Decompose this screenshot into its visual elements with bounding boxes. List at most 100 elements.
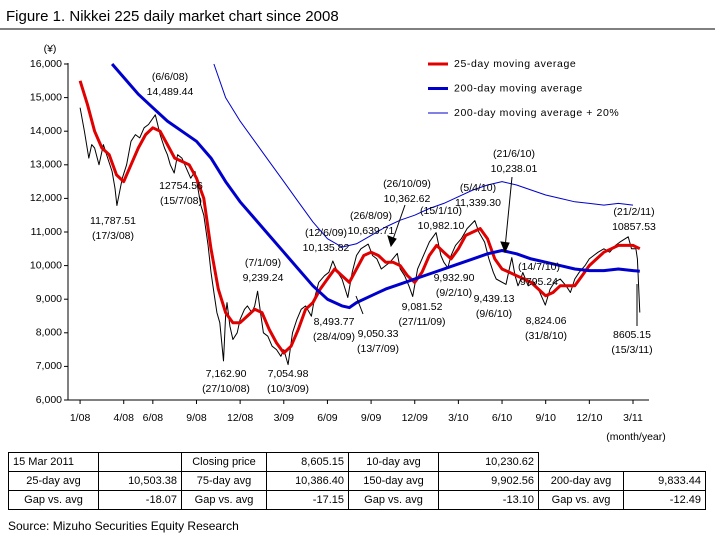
annotation: (28/4/09) (313, 331, 355, 343)
annotation: 9,439.13 (474, 293, 515, 305)
annotation: 10,238.01 (491, 163, 538, 175)
annotation: 9,239.24 (243, 272, 284, 284)
table-cell: 9,902.56 (438, 471, 539, 491)
table-cell: Closing price (181, 452, 267, 472)
pointer (391, 204, 406, 243)
annotation: 9,050.33 (358, 328, 399, 340)
table-cell: Gap vs. avg (348, 490, 439, 510)
x-tick-label: 12/08 (227, 412, 253, 424)
table-cell: 10,386.40 (266, 471, 349, 491)
table-cell: 10,230.62 (438, 452, 539, 472)
annotation: 8,824.06 (526, 315, 567, 327)
x-tick-label: 1/08 (70, 412, 91, 424)
annotation: (9/2/10) (436, 287, 472, 299)
x-tick-label: 4/08 (114, 412, 135, 424)
annotation: (31/8/10) (525, 330, 567, 342)
annotation: 9,081.52 (402, 301, 443, 313)
legend-label: 200-day moving average + 20% (454, 107, 619, 119)
y-tick-label: 7,000 (36, 360, 62, 372)
pointer (504, 176, 513, 249)
pointers (355, 176, 638, 326)
source-note: Source: Mizuho Securities Equity Researc… (8, 519, 239, 533)
annotation: (26/8/09) (350, 210, 392, 222)
chart: Figure 1. Nikkei 225 daily market chart … (0, 8, 715, 443)
arrow-head (500, 241, 510, 254)
y-tick-label: 9,000 (36, 293, 62, 305)
annotation: 11,787.51 (90, 215, 136, 227)
annotation: (27/11/09) (398, 316, 445, 328)
annotation: 14,489.44 (147, 86, 194, 98)
table-cell: 150-day avg (348, 471, 439, 491)
series-line (79, 107, 641, 366)
table-cell (98, 452, 182, 472)
table-cell: 15 Mar 2011 (8, 452, 99, 472)
pointer (355, 295, 364, 315)
series-line (78, 80, 641, 355)
annotation: (14/7/10) (518, 261, 560, 273)
annotation: 10857.53 (612, 221, 656, 233)
chart-title: Figure 1. Nikkei 225 daily market chart … (6, 8, 339, 25)
x-tick-label: 12/09 (402, 412, 428, 424)
annotation: (26/10/09) (383, 178, 431, 190)
annotation: 7,162.90 (206, 368, 247, 380)
annotation: 11,339.30 (455, 197, 501, 209)
table-cell: -12.49 (623, 490, 706, 510)
annotation: 12754.56 (159, 180, 203, 192)
y-tick-label: 8,000 (36, 327, 62, 339)
x-tick-label: 6/08 (143, 412, 164, 424)
annotation: (6/6/08) (152, 71, 188, 83)
annotation: (13/7/09) (357, 343, 399, 355)
annotation: (17/3/08) (92, 230, 134, 242)
annotation: (27/10/08) (202, 383, 250, 395)
table-cell: 200-day avg (538, 471, 624, 491)
annotation: 10,982.10 (418, 220, 465, 232)
annotation: (15/1/10) (420, 205, 462, 217)
x-tick-label: 3/09 (274, 412, 295, 424)
y-tick-label: 14,000 (30, 125, 62, 137)
table-cell: 25-day avg (8, 471, 99, 491)
table-cell: 8,605.15 (266, 452, 349, 472)
table-cell: 75-day avg (181, 471, 267, 491)
annotation: 10,639.71 (348, 225, 395, 237)
legend-label: 25-day moving average (454, 58, 576, 70)
table-row: 25-day avg 10,503.38 75-day avg 10,386.40 15… (8, 471, 706, 491)
x-tick-label: 6/10 (492, 412, 513, 424)
series-line (110, 63, 640, 310)
x-tick-label: 9/09 (361, 412, 382, 424)
annotation: 7,054.98 (268, 368, 309, 380)
annotation: 8,493.77 (314, 316, 355, 328)
x-tick-label: 9/08 (186, 412, 207, 424)
annotation: (5/4/10) (460, 182, 496, 194)
table-cell: -18.07 (98, 490, 182, 510)
table-cell: -13.10 (438, 490, 539, 510)
x-tick-label: 6/09 (317, 412, 338, 424)
y-tick-label: 16,000 (30, 58, 62, 70)
table-cell: Gap vs. avg (181, 490, 267, 510)
x-axis-label: (month/year) (606, 431, 666, 443)
annotation: (15/3/11) (611, 344, 652, 356)
x-tick-label: 3/10 (448, 412, 469, 424)
table-cell: 10-day avg (348, 452, 439, 472)
annotation: 8605.15 (613, 329, 651, 341)
annotation: (12/6/09) (305, 227, 347, 239)
table-blank (539, 453, 706, 472)
annotation: (10/3/09) (267, 383, 309, 395)
annotation: (21/2/11) (613, 206, 654, 218)
x-tick-label: 12/10 (576, 412, 602, 424)
plot-area (78, 63, 641, 366)
y-tick-label: 12,000 (30, 192, 62, 204)
series-line (213, 63, 634, 248)
annotation: 9795.24 (520, 276, 558, 288)
table-row: 15 Mar 2011 Closing price 8,605.15 10-day a… (8, 452, 706, 472)
annotation: 10,135.82 (303, 242, 350, 254)
table-cell: 9,833.44 (623, 471, 706, 491)
annotation: (7/1/09) (245, 257, 281, 269)
annotation: (9/6/10) (476, 308, 512, 320)
table-cell: Gap vs. avg (538, 490, 624, 510)
y-tick-label: 11,000 (31, 226, 62, 238)
y-tick-label: 13,000 (30, 159, 62, 171)
x-tick-label: 9/10 (535, 412, 556, 424)
table-cell: -17.15 (266, 490, 349, 510)
annotation: 10,362.62 (384, 193, 431, 205)
